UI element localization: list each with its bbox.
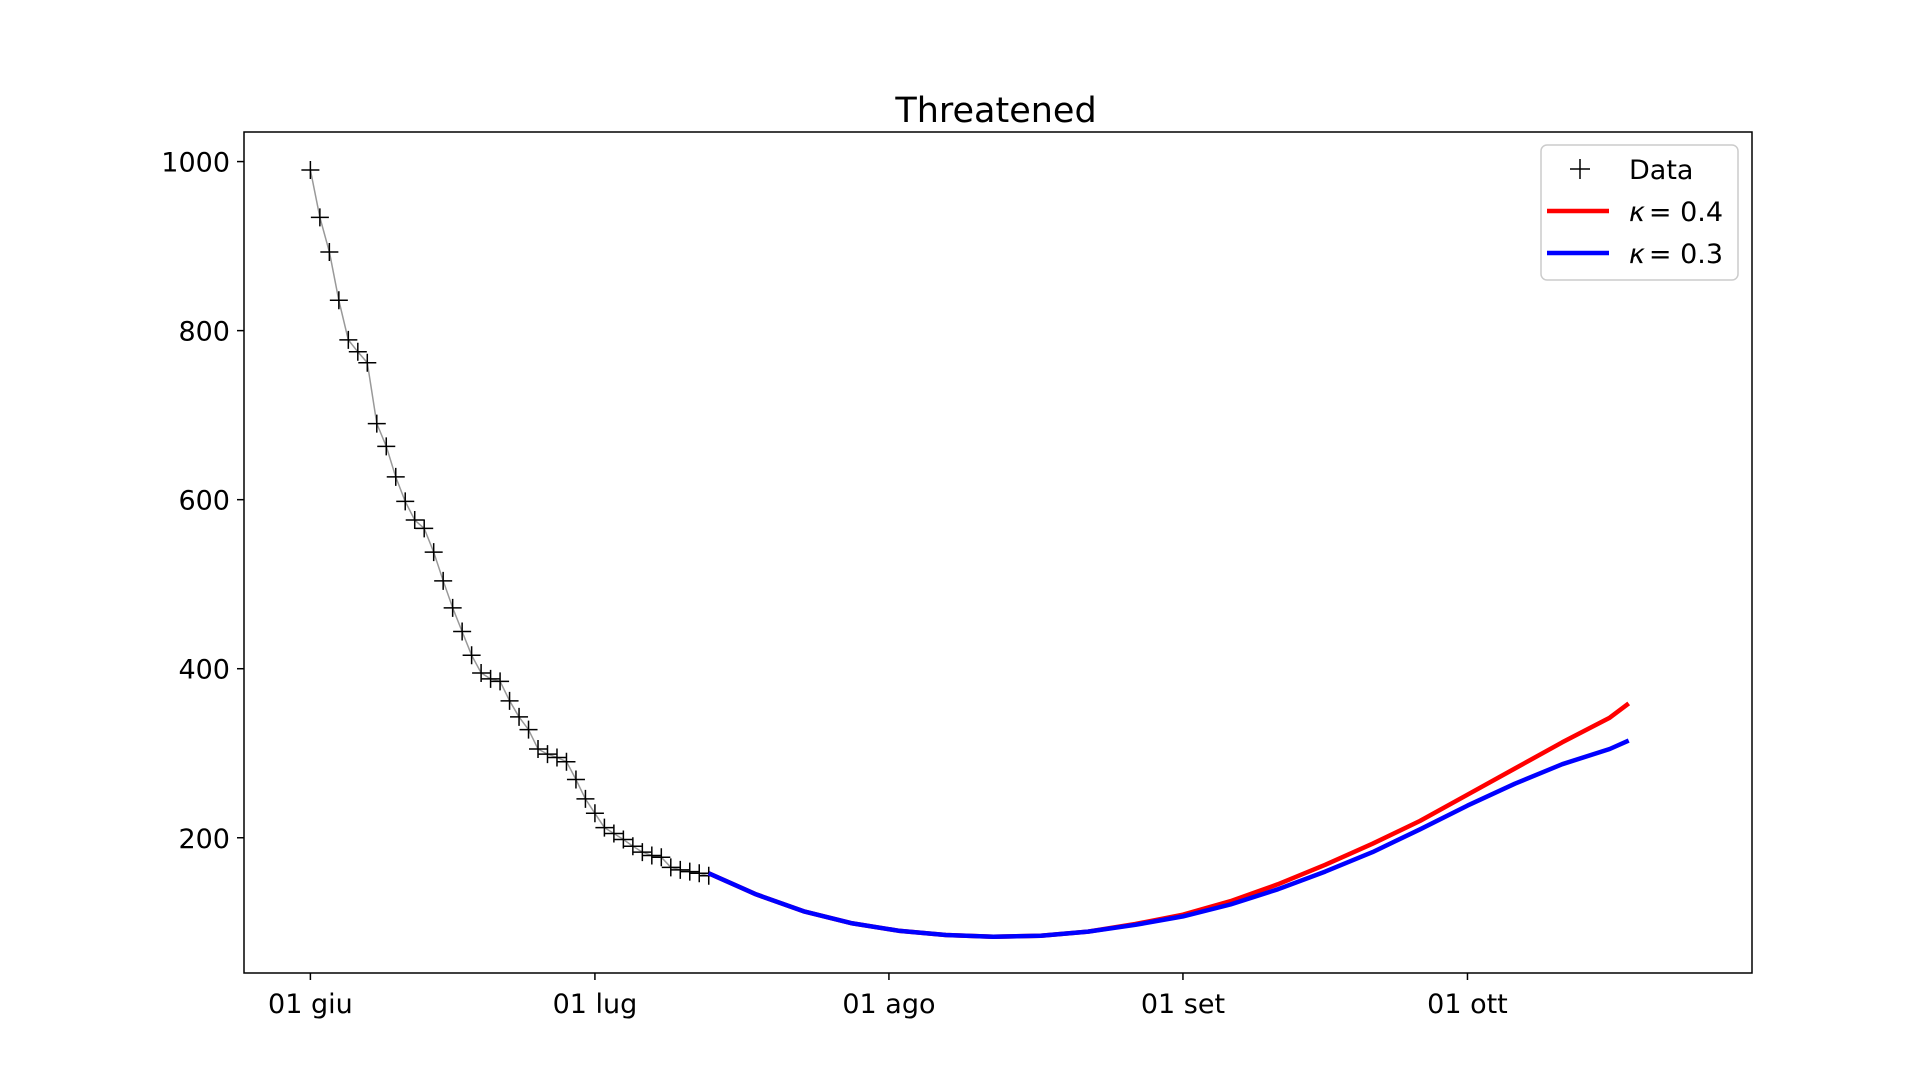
data-point xyxy=(671,860,690,879)
data-point xyxy=(652,848,671,867)
data-connector-line xyxy=(309,169,709,877)
data-point xyxy=(320,243,339,262)
data-point xyxy=(415,519,434,538)
data-point xyxy=(680,862,699,881)
y-tick-label: 400 xyxy=(178,655,230,686)
data-point xyxy=(585,804,604,823)
data-point xyxy=(453,622,472,641)
data-point xyxy=(566,770,585,789)
data-point xyxy=(434,571,453,590)
data-point xyxy=(310,208,329,227)
data-markers xyxy=(301,161,718,885)
data-point xyxy=(424,543,443,562)
data-point xyxy=(595,818,614,837)
data-point xyxy=(481,669,500,688)
data-point xyxy=(557,752,576,771)
data-point xyxy=(443,598,462,617)
x-tick-label: 01 giu xyxy=(268,989,353,1020)
axes-frame xyxy=(243,131,1753,974)
data-point xyxy=(538,745,557,764)
data-point xyxy=(576,789,595,808)
y-tick-label: 800 xyxy=(178,317,230,348)
legend-marker-data xyxy=(1570,159,1590,179)
chart-title: Threatened xyxy=(894,91,1096,131)
model-line-kappa-0-4 xyxy=(707,701,1631,939)
data-point xyxy=(301,161,320,180)
data-point xyxy=(339,330,358,349)
data-point xyxy=(623,837,642,856)
data-point xyxy=(500,691,519,710)
data-point xyxy=(396,492,415,511)
x-tick-label: 01 set xyxy=(1141,989,1225,1020)
data-point xyxy=(348,342,367,361)
legend-label-kappa: κ = 0.4 xyxy=(1629,197,1723,228)
x-tick-label: 01 ott xyxy=(1427,989,1508,1020)
data-point xyxy=(690,864,709,883)
legend-label-data: Data xyxy=(1629,155,1693,186)
data-point xyxy=(472,663,491,682)
y-tick-label: 600 xyxy=(178,486,230,517)
model-line-kappa-0-3 xyxy=(707,738,1630,939)
data-point xyxy=(510,707,529,726)
data-point xyxy=(547,748,566,767)
y-tick-label: 200 xyxy=(178,824,230,855)
y-axis: 200 400 600 800 1000 xyxy=(161,148,244,855)
data-point xyxy=(367,414,386,433)
y-tick-label: 1000 xyxy=(161,148,230,179)
data-point xyxy=(462,646,481,665)
data-point xyxy=(519,720,538,739)
data-point xyxy=(491,672,510,691)
data-point xyxy=(529,740,548,759)
data-point xyxy=(377,437,396,456)
data-point xyxy=(614,830,633,849)
data-point xyxy=(642,846,661,865)
legend-box xyxy=(1540,144,1739,281)
data-point xyxy=(358,353,377,372)
data-point xyxy=(604,824,623,843)
x-tick-label: 01 ago xyxy=(842,989,935,1020)
data-point xyxy=(633,843,652,862)
legend-label-kappa: κ = 0.3 xyxy=(1629,239,1723,270)
plot-area xyxy=(301,161,1631,939)
legend: Data κ = 0.4 κ = 0.3 xyxy=(1540,144,1739,281)
data-point xyxy=(329,291,348,310)
data-point xyxy=(386,467,405,486)
x-axis: 01 giu 01 lug 01 ago 01 set 01 ott xyxy=(268,973,1508,1020)
data-point xyxy=(661,858,680,877)
x-tick-label: 01 lug xyxy=(553,989,638,1020)
data-point xyxy=(405,510,424,529)
